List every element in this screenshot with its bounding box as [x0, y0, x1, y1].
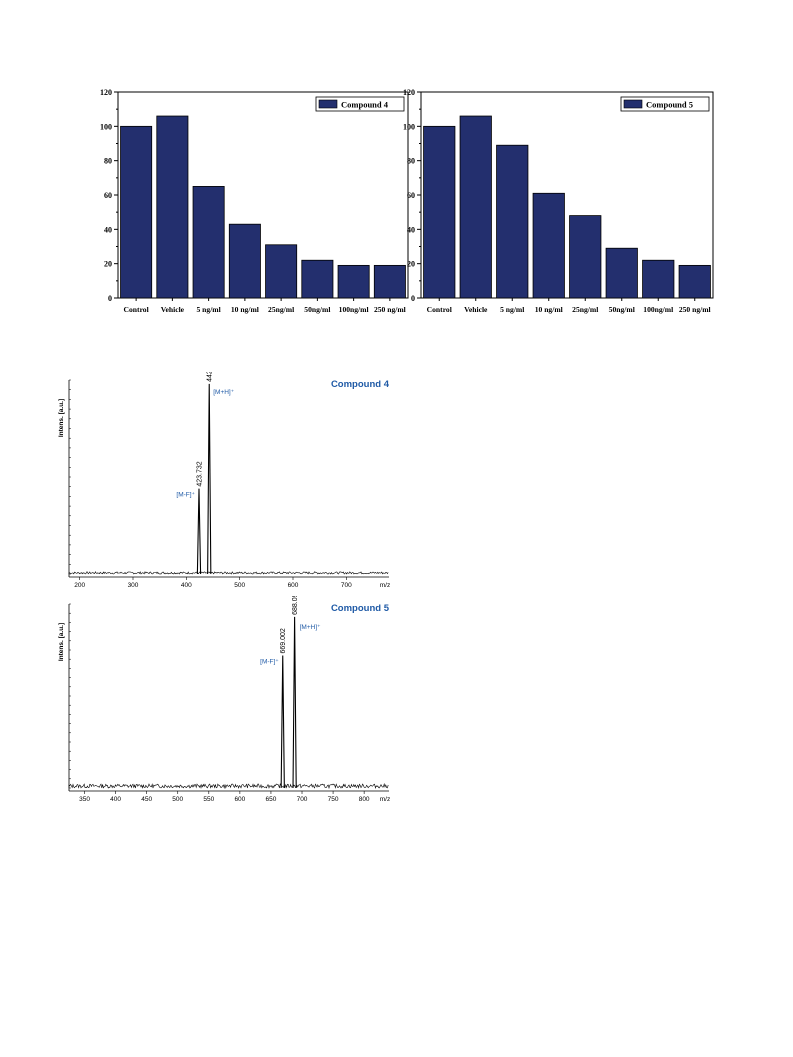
x-tick-label: 500 [172, 796, 183, 803]
y-tick-label: 120 [403, 88, 415, 97]
legend-swatch [318, 99, 338, 109]
bar [156, 115, 189, 299]
x-tick-label: 600 [288, 582, 299, 589]
bar [642, 259, 675, 299]
ion-label: [M-F]⁺ [176, 492, 195, 499]
x-tick-label: 10 ng/ml [231, 305, 259, 314]
legend-label: Compound 4 [341, 100, 389, 110]
x-tick-label: 50ng/ml [609, 305, 635, 314]
bar [459, 115, 492, 299]
x-axis-label: m/z [380, 796, 390, 803]
spectrum-peak [207, 383, 212, 575]
x-tick-label: 550 [203, 796, 214, 803]
y-axis-label: Intens. [a.u.] [58, 399, 65, 437]
spectrum-peak [280, 655, 285, 789]
spectrum-title: Compound 4 [331, 379, 390, 390]
peak-mz-label: 423.732 [196, 461, 203, 486]
x-axis-label: m/z [380, 582, 390, 589]
x-tick-label: 5 ng/ml [196, 305, 220, 314]
x-tick-label: 500 [234, 582, 245, 589]
mass-spectrum-compound-4: Intens. [a.u.] 423.732[M-F]⁺ 442.925 [M+H]⁺… [58, 372, 390, 589]
x-tick-label: 50ng/ml [304, 305, 330, 314]
legend-box [315, 96, 405, 112]
y-tick-label: 100 [100, 122, 112, 131]
x-tick-label: Control [427, 305, 452, 314]
x-tick-label: 25ng/ml [268, 305, 294, 314]
legend-box [620, 96, 710, 112]
y-tick-label: 100 [403, 122, 415, 131]
x-tick-label: 750 [328, 796, 339, 803]
x-tick-label: 700 [341, 582, 352, 589]
peak-mz-label: 442.925 [207, 372, 214, 382]
y-tick-label: 0 [411, 294, 415, 303]
bar-chart-compound-4: 0 20 40 60 80 100 120 Control Vehicle 5 ng/ml 10 n… [100, 88, 409, 314]
bar-chart-compound-5: 0 20 40 60 80 100 120 Control Vehicle 5 ng/ml 10 n… [403, 88, 714, 314]
bar [228, 223, 261, 299]
x-tick-label: Vehicle [464, 305, 488, 314]
x-tick-label: 10 ng/ml [535, 305, 563, 314]
x-tick-label: 100ng/ml [643, 305, 673, 314]
baseline-noise [68, 571, 389, 575]
x-tick-label: 400 [181, 582, 192, 589]
x-tick-label: 350 [79, 796, 90, 803]
bar [301, 259, 334, 299]
bar [423, 125, 456, 299]
bar [569, 215, 602, 299]
y-tick-label: 20 [104, 260, 112, 269]
peak-mz-label: 688.091 [292, 596, 299, 615]
y-tick-label: 40 [407, 225, 415, 234]
x-tick-label: 200 [74, 582, 85, 589]
bar [337, 264, 370, 299]
x-tick-label: 700 [297, 796, 308, 803]
ion-label: [M+H]⁺ [213, 389, 235, 396]
ion-label: [M+H]⁺ [300, 624, 322, 631]
x-tick-label: 250 ng/ml [679, 305, 711, 314]
ion-label: [M-F]⁺ [260, 659, 279, 666]
bar [532, 192, 565, 299]
mass-spectrum-compound-5: Intens. [a.u.] 669.002[M-F]⁺ 688.091 [M+H]⁺… [58, 596, 390, 803]
bar [192, 186, 225, 299]
y-tick-label: 80 [104, 157, 112, 166]
y-tick-label: 120 [100, 88, 112, 97]
peak-mz-label: 669.002 [280, 628, 287, 653]
bar [605, 247, 638, 299]
x-tick-label: 650 [266, 796, 277, 803]
y-tick-label: 0 [108, 294, 112, 303]
x-tick-label: 5 ng/ml [500, 305, 524, 314]
bar [678, 264, 711, 299]
x-tick-label: 250 ng/ml [374, 305, 406, 314]
legend-swatch [623, 99, 643, 109]
bar [120, 125, 153, 299]
y-axis-label: Intens. [a.u.] [58, 623, 65, 661]
spectrum-title: Compound 5 [331, 603, 390, 614]
x-tick-label: 300 [128, 582, 139, 589]
spectrum-peak [196, 488, 202, 575]
baseline-noise [68, 782, 389, 790]
y-tick-label: 20 [407, 260, 415, 269]
legend-label: Compound 5 [646, 100, 693, 110]
x-tick-label: 25ng/ml [572, 305, 598, 314]
x-tick-label: 400 [110, 796, 121, 803]
x-tick-label: 450 [141, 796, 152, 803]
x-tick-label: 600 [234, 796, 245, 803]
x-tick-label: 100ng/ml [339, 305, 369, 314]
bar [265, 244, 298, 299]
x-tick-label: Control [124, 305, 149, 314]
y-tick-label: 40 [104, 225, 112, 234]
y-tick-label: 80 [407, 157, 415, 166]
y-tick-label: 60 [407, 191, 415, 200]
y-tick-label: 60 [104, 191, 112, 200]
bar [373, 264, 406, 299]
spectrum-peak [292, 616, 297, 789]
x-tick-label: Vehicle [161, 305, 185, 314]
x-tick-label: 800 [359, 796, 370, 803]
bar [496, 144, 529, 299]
